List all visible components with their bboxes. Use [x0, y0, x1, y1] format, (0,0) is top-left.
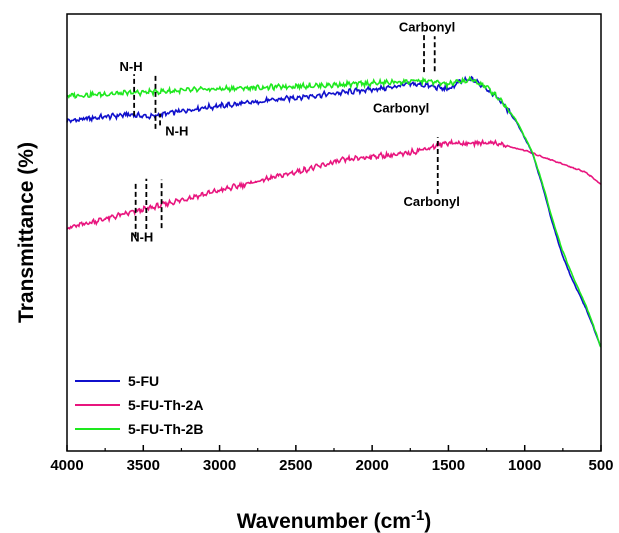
band-annotation: Carbonyl	[399, 19, 455, 34]
y-axis-title: Transmittance (%)	[15, 142, 38, 323]
band-annotation: N-H	[120, 59, 143, 74]
legend-label: 5-FU-Th-2B	[128, 421, 203, 437]
x-axis-title-close: )	[424, 510, 431, 533]
x-tick-label: 2500	[279, 457, 312, 474]
x-tick-label: 3500	[127, 457, 160, 474]
x-tick-label: 2000	[355, 457, 388, 474]
legend-label: 5-FU-Th-2A	[128, 397, 203, 413]
x-tick-label: 4000	[50, 457, 83, 474]
band-annotation: Carbonyl	[373, 100, 429, 115]
x-axis-title-main: Wavenumber (cm	[237, 510, 411, 533]
x-tick-label: 500	[588, 457, 613, 474]
legend: 5-FU 5-FU-Th-2A 5-FU-Th-2B	[75, 373, 203, 437]
series-line-2	[66, 138, 602, 231]
x-tick-label: 1500	[432, 457, 465, 474]
x-tick-label: 3000	[203, 457, 236, 474]
band-annotation: N-H	[130, 230, 153, 245]
band-annotation: N-H	[165, 123, 188, 138]
series-layer	[66, 75, 602, 348]
x-axis-title: Wavenumber (cm-1)	[237, 507, 432, 533]
x-axis-ticks: 4000 3500 3000 2500 2000 1500 1000 500	[50, 445, 614, 474]
band-annotation: Carbonyl	[403, 194, 459, 209]
annotation-layer: N-H N-H Carbonyl Carbonyl N-H Carbonyl	[120, 19, 460, 244]
x-axis-title-superscript: -1	[411, 507, 424, 524]
x-tick-label: 1000	[508, 457, 541, 474]
series-line-3	[66, 75, 602, 348]
legend-label: 5-FU	[128, 373, 159, 389]
marker-line-layer	[133, 34, 439, 237]
